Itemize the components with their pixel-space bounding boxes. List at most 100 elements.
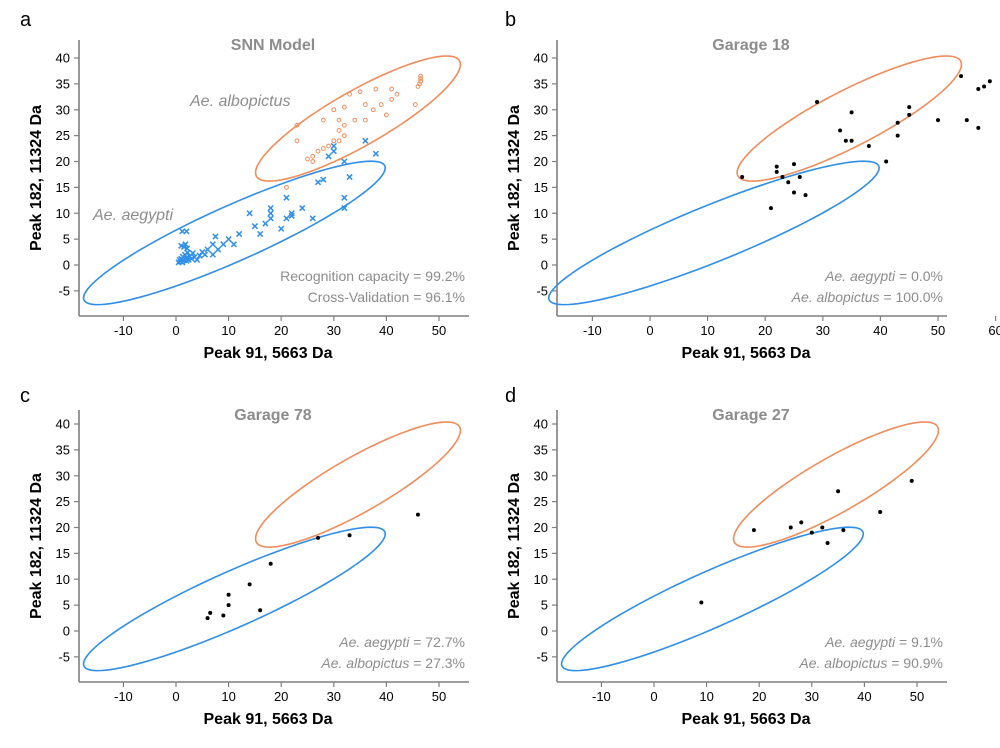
aegypti-point xyxy=(325,153,332,160)
x-tick-label: 0 xyxy=(172,323,179,338)
aegypti-point xyxy=(346,173,353,181)
sample-point xyxy=(825,541,830,546)
aegypti-point xyxy=(183,245,191,252)
sample-point xyxy=(936,118,940,123)
albopictus-point xyxy=(320,117,326,123)
annotation-line: Ae. albopictus = 90.9% xyxy=(798,655,943,671)
x-tick-label: 0 xyxy=(646,323,653,338)
y-tick-label: 10 xyxy=(534,572,548,587)
aegypti-point xyxy=(225,235,232,243)
x-tick-label: 20 xyxy=(758,323,772,338)
chart-panel-d: d -5 0 5 10 15 20 25 30 35 40 -10 0 10 20 30 40 50 Peak 91… xyxy=(505,385,947,728)
percentage-value: = 100.0% xyxy=(880,289,943,305)
aegypti-point xyxy=(189,249,196,257)
albopictus-point xyxy=(378,102,384,107)
sample-point xyxy=(788,525,793,530)
aegypti-point xyxy=(251,223,259,230)
albopictus-point xyxy=(394,91,400,97)
x-tick-label: 50 xyxy=(432,323,446,338)
aegypti-point xyxy=(209,251,216,258)
sample-point xyxy=(792,162,796,167)
sample-point xyxy=(780,175,785,180)
sample-point xyxy=(907,112,912,117)
y-tick-label: 35 xyxy=(534,76,548,91)
x-tick-label: 40 xyxy=(873,323,887,338)
albopictus-point xyxy=(418,73,423,79)
annotation-line: Ae. aegypti = 9.1% xyxy=(824,634,943,650)
aegypti-point xyxy=(314,179,322,186)
aegypti-point xyxy=(362,137,369,144)
x-tick-label: 20 xyxy=(274,689,288,704)
x-axis-title: Peak 91, 5663 Da xyxy=(682,345,811,362)
aegypti-point xyxy=(330,148,337,155)
sample-point xyxy=(799,520,804,525)
albopictus-point xyxy=(362,102,368,107)
y-tick-label: 15 xyxy=(534,546,548,561)
percentage-value: = 72.7% xyxy=(409,634,465,650)
chart-panel-a: a -5 0 5 10 15 20 25 30 35 40 -10 0 10 20 30 40 50 Peak 91… xyxy=(20,9,469,362)
percentage-value: = 90.9% xyxy=(887,655,943,671)
x-tick-label: 10 xyxy=(221,689,235,704)
x-tick-label: 0 xyxy=(172,689,179,704)
y-tick-label: 25 xyxy=(56,128,70,143)
aegypti-point xyxy=(330,142,337,150)
sample-point xyxy=(226,603,231,608)
aegypti-point xyxy=(283,215,290,222)
sample-point xyxy=(247,582,252,587)
x-tick-label: -10 xyxy=(583,323,602,338)
albopictus-point xyxy=(384,112,389,118)
sample-point xyxy=(699,600,704,605)
sample-point xyxy=(987,79,992,84)
albopictus-point xyxy=(331,107,337,113)
y-tick-label: 5 xyxy=(63,598,70,613)
y-tick-label: 40 xyxy=(56,51,70,66)
sample-point xyxy=(982,84,987,89)
annotation-line: Cross-Validation = 96.1% xyxy=(308,289,465,305)
y-tick-label: 10 xyxy=(56,572,70,587)
albopictus-point xyxy=(294,122,300,128)
sample-point xyxy=(268,561,273,566)
sample-point xyxy=(205,616,210,621)
y-tick-label: 40 xyxy=(534,51,548,66)
x-tick-label: -10 xyxy=(114,323,133,338)
aegypti-ellipse xyxy=(560,526,865,672)
y-tick-label: 10 xyxy=(534,206,548,221)
aegypti-point xyxy=(209,241,216,248)
aegypti-point xyxy=(214,246,222,253)
sample-point xyxy=(895,133,900,138)
albopictus-point xyxy=(412,102,418,107)
y-tick-label: 5 xyxy=(541,598,548,613)
albopictus-point xyxy=(310,159,316,164)
aegypti-point xyxy=(201,251,209,258)
sample-point xyxy=(226,592,231,597)
sample-point xyxy=(797,175,802,180)
sample-point xyxy=(221,613,226,618)
albopictus-point xyxy=(362,117,368,123)
albopictus-point xyxy=(336,117,342,123)
y-tick-label: 5 xyxy=(541,232,548,247)
albopictus-point xyxy=(341,104,347,110)
sample-point xyxy=(849,138,854,143)
y-tick-label: 20 xyxy=(534,154,548,169)
sample-point xyxy=(774,164,779,169)
panel-letter: c xyxy=(20,385,30,407)
y-tick-label: 0 xyxy=(63,258,70,273)
aegypti-point xyxy=(278,225,285,232)
y-tick-label: 0 xyxy=(541,624,548,639)
aegypti-point xyxy=(299,204,306,212)
sample-point xyxy=(907,105,912,110)
percentage-value: = 9.1% xyxy=(895,634,943,650)
sample-point xyxy=(740,175,745,180)
aegypti-point xyxy=(267,215,274,222)
sample-point xyxy=(820,525,825,530)
y-tick-label: 30 xyxy=(534,468,548,483)
x-axis-title: Peak 91, 5663 Da xyxy=(682,711,811,728)
aegypti-point xyxy=(183,228,190,235)
species-name: Ae. albopictus xyxy=(320,655,409,671)
sample-point xyxy=(347,533,352,538)
x-tick-label: 50 xyxy=(931,323,945,338)
albopictus-point xyxy=(373,86,379,92)
albopictus-ellipse xyxy=(254,55,462,182)
sample-point xyxy=(976,125,981,130)
